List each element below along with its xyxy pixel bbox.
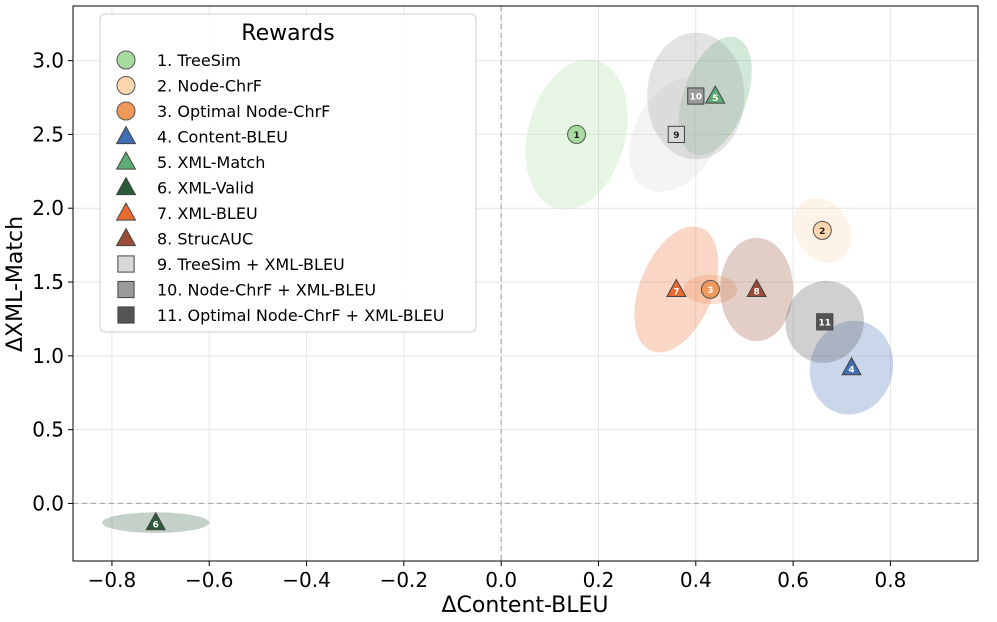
confidence-ellipses <box>102 32 894 533</box>
legend-box <box>99 13 477 333</box>
legend-label-1: 1. TreeSim <box>157 51 241 70</box>
legend-label-2: 2. Node-ChrF <box>157 77 262 96</box>
marker-label-1: 1 <box>573 131 579 141</box>
marker-label-6: 6 <box>153 521 159 531</box>
legend-label-9: 9. TreeSim + XML-BLEU <box>157 255 345 274</box>
marker-8 <box>746 278 767 297</box>
x-tick-label: 0.4 <box>680 568 712 592</box>
marker-7 <box>666 278 687 297</box>
marker-label-10: 10 <box>690 93 703 103</box>
y-tick-label: 0.0 <box>32 491 64 515</box>
data-markers: 1 2 3 4 5 6 7 8 9 10 11 <box>145 85 862 531</box>
marker-6 <box>145 511 167 531</box>
legend-marker-6 <box>115 176 137 196</box>
y-tick-label: 3.0 <box>32 49 64 73</box>
marker-3 <box>700 279 720 299</box>
x-axis-label: ΔContent-BLEU <box>441 593 608 618</box>
x-tick-label: 0.8 <box>875 568 907 592</box>
legend-marker-4 <box>115 125 137 145</box>
marker-4 <box>841 356 862 376</box>
legend-marker-10 <box>117 280 135 299</box>
x-tick-label: 0.2 <box>583 568 615 592</box>
legend: Rewards 1. TreeSim 2. Node-ChrF 3. Optimal… <box>99 13 477 333</box>
legend-label-5: 5. XML-Match <box>157 153 265 172</box>
marker-label-7: 7 <box>673 287 679 297</box>
legend-label-8: 8. StrucAUC <box>157 230 253 249</box>
legend-marker-2 <box>116 76 136 95</box>
marker-label-11: 11 <box>818 318 831 328</box>
legend-marker-8 <box>115 227 137 247</box>
y-tick-label: 1.5 <box>32 270 64 294</box>
legend-marker-9 <box>117 255 135 273</box>
y-tick-label: 1.0 <box>32 344 64 368</box>
x-tick-label: 0.0 <box>485 568 517 592</box>
y-tick-label: 2.5 <box>32 122 64 146</box>
x-tick-label: −0.2 <box>380 568 429 592</box>
legend-label-4: 4. Content-BLEU <box>157 128 288 147</box>
x-tick-label: −0.4 <box>282 568 331 592</box>
legend-label-3: 3. Optimal Node-ChrF <box>157 102 330 121</box>
marker-label-9: 9 <box>673 131 679 141</box>
x-tick-label: −0.6 <box>185 568 234 592</box>
axis-ticks: −0.8 −0.6 −0.4 −0.2 0.0 0.2 0.4 0.6 0.8 0.0 0.5 1.0… <box>32 49 906 592</box>
plot-frame <box>72 5 979 562</box>
legend-label-11: 11. Optimal Node-ChrF + XML-BLEU <box>157 306 444 325</box>
marker-10 <box>687 87 705 105</box>
x-tick-label: 0.6 <box>777 568 809 592</box>
legend-label-6: 6. XML-Valid <box>157 179 254 198</box>
y-axis-label: ΔXML-Match <box>3 216 28 352</box>
legend-title: Rewards <box>241 21 334 46</box>
x-tick-label: −0.8 <box>88 568 137 592</box>
y-tick-label: 0.5 <box>32 418 64 442</box>
marker-label-3: 3 <box>707 286 713 296</box>
legend-label-10: 10. Node-ChrF + XML-BLEU <box>157 281 376 300</box>
marker-label-5: 5 <box>712 94 718 104</box>
legend-marker-3 <box>116 101 136 121</box>
reference-lines <box>73 6 978 561</box>
legend-label-7: 7. XML-BLEU <box>157 204 258 223</box>
marker-2 <box>812 220 832 240</box>
legend-marker-1 <box>116 50 136 70</box>
marker-1 <box>567 124 587 144</box>
marker-label-2: 2 <box>819 227 825 237</box>
marker-5 <box>704 85 726 104</box>
legend-items: 1. TreeSim 2. Node-ChrF 3. Optimal Node-Ch… <box>115 50 444 325</box>
legend-marker-5 <box>115 151 137 170</box>
legend-marker-7 <box>115 202 137 221</box>
marker-label-8: 8 <box>753 287 759 297</box>
marker-9 <box>667 125 685 144</box>
y-tick-label: 2.0 <box>32 196 64 220</box>
marker-label-4: 4 <box>848 366 854 376</box>
legend-marker-11 <box>117 306 135 324</box>
marker-11 <box>816 313 834 331</box>
